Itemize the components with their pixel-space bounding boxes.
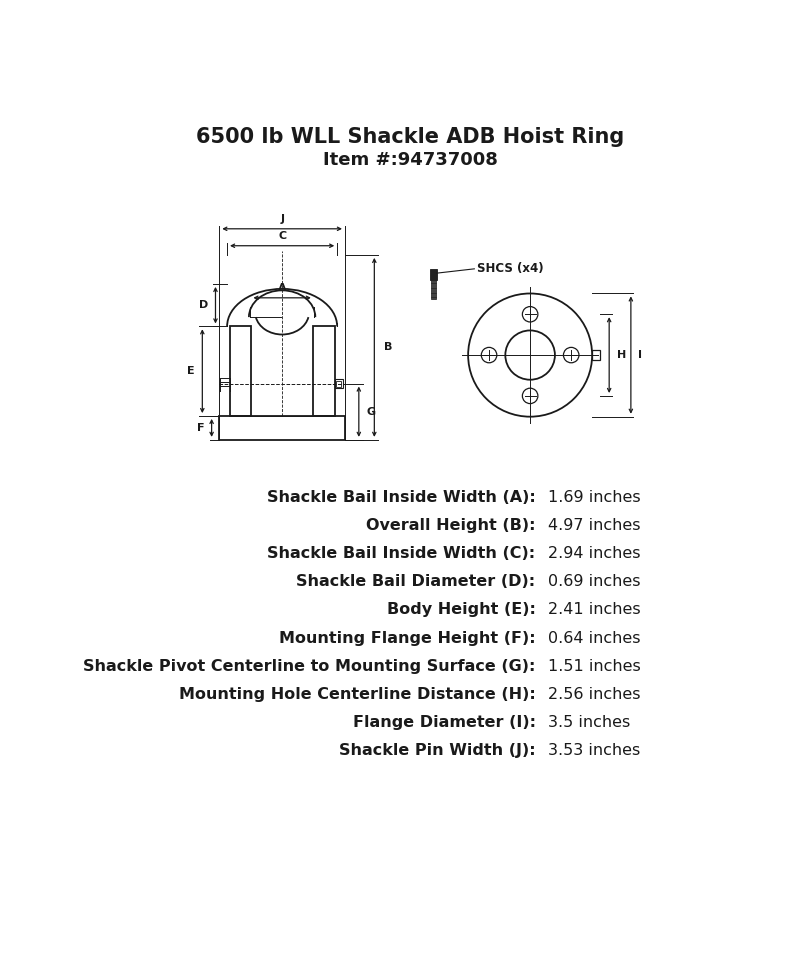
Text: Shackle Pin Width (J):: Shackle Pin Width (J):: [339, 743, 535, 758]
Text: Overall Height (B):: Overall Height (B):: [366, 518, 535, 533]
Text: G: G: [366, 407, 376, 416]
Text: 0.64 inches: 0.64 inches: [548, 631, 641, 646]
Text: 3.5 inches: 3.5 inches: [548, 715, 630, 730]
Text: E: E: [187, 367, 194, 376]
Text: 1.51 inches: 1.51 inches: [548, 658, 641, 674]
Text: Shackle Bail Inside Width (C):: Shackle Bail Inside Width (C):: [267, 546, 535, 561]
Text: Flange Diameter (I):: Flange Diameter (I):: [353, 715, 535, 730]
Text: D: D: [199, 300, 209, 310]
Bar: [219, 416, 345, 440]
Text: Item #:94737008: Item #:94737008: [322, 151, 498, 169]
Text: 4.97 inches: 4.97 inches: [548, 518, 641, 533]
Text: Shackle Bail Diameter (D):: Shackle Bail Diameter (D):: [297, 574, 535, 590]
Text: B: B: [385, 343, 393, 352]
Bar: [230, 326, 251, 416]
Text: 2.41 inches: 2.41 inches: [548, 603, 641, 617]
Text: Shackle Bail Inside Width (A):: Shackle Bail Inside Width (A):: [266, 490, 535, 505]
Text: Body Height (E):: Body Height (E):: [386, 603, 535, 617]
Text: A: A: [278, 283, 286, 293]
Bar: [592, 349, 600, 361]
Bar: [430, 279, 436, 299]
Text: SHCS (x4): SHCS (x4): [478, 262, 544, 276]
Text: Mounting Hole Centerline Distance (H):: Mounting Hole Centerline Distance (H):: [178, 687, 535, 701]
Text: 1.69 inches: 1.69 inches: [548, 490, 641, 505]
Text: 2.56 inches: 2.56 inches: [548, 687, 641, 701]
Text: F: F: [197, 423, 205, 433]
Text: 0.69 inches: 0.69 inches: [548, 574, 641, 590]
Text: J: J: [280, 214, 284, 224]
Text: H: H: [617, 350, 626, 360]
Text: I: I: [638, 350, 642, 360]
Text: 3.53 inches: 3.53 inches: [548, 743, 640, 758]
Text: Mounting Flange Height (F):: Mounting Flange Height (F):: [279, 631, 535, 646]
Text: 6500 lb WLL Shackle ADB Hoist Ring: 6500 lb WLL Shackle ADB Hoist Ring: [196, 127, 624, 147]
Text: 2.94 inches: 2.94 inches: [548, 546, 641, 561]
Bar: [335, 379, 343, 389]
Text: C: C: [278, 232, 286, 241]
Bar: [336, 381, 341, 387]
Text: Shackle Pivot Centerline to Mounting Surface (G):: Shackle Pivot Centerline to Mounting Sur…: [83, 658, 535, 674]
Bar: [430, 269, 437, 279]
Bar: [313, 326, 334, 416]
